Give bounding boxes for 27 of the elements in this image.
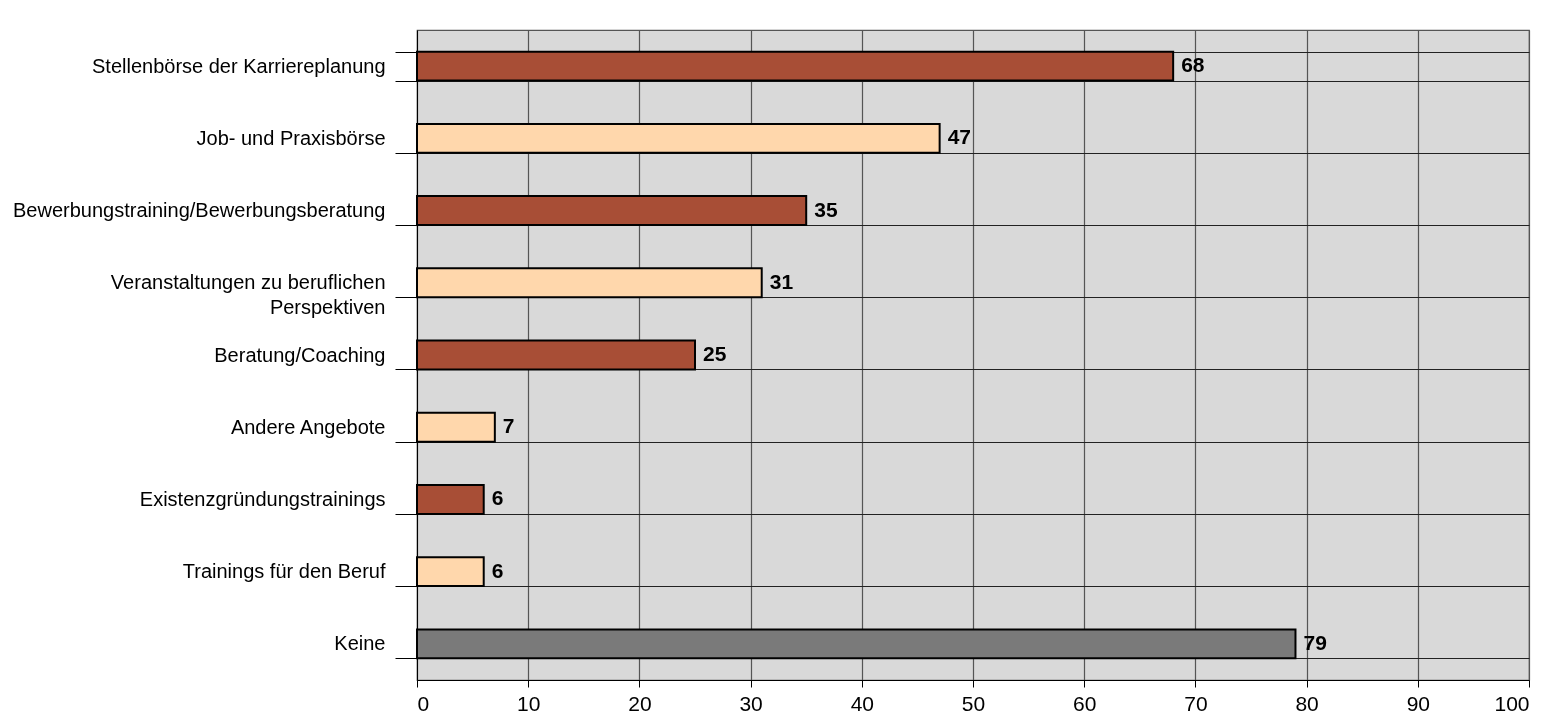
y-tick-label: Keine	[334, 632, 386, 655]
y-tick-label: Stellenbörse der Karriereplanung	[91, 54, 386, 77]
x-tick-label: 40	[850, 691, 874, 715]
data-label: 25	[703, 342, 727, 365]
data-label: 35	[814, 197, 838, 221]
data-label: 31	[769, 269, 794, 293]
x-tick-label: 20	[628, 691, 652, 715]
x-tick-label: 80	[1295, 691, 1319, 715]
x-tick-label: 70	[1184, 691, 1208, 715]
data-label: 7	[502, 414, 515, 438]
x-tick-label: 30	[739, 691, 763, 715]
x-tick-label: 100	[1494, 691, 1530, 715]
y-tick-label: Andere Angebote	[230, 415, 386, 438]
y-tick-label: Job- und Praxisbörse	[196, 126, 386, 149]
y-tick-label: Existenzgründungstrainings	[139, 487, 386, 510]
data-label: 6	[491, 558, 504, 582]
x-tick-label: 90	[1406, 691, 1430, 715]
y-tick-label: Bewerbungstraining/Bewerbungsberatung	[13, 199, 386, 222]
x-tick-label: 0	[417, 691, 430, 715]
x-tick-label: 10	[517, 691, 541, 715]
y-tick-label: Trainings für den Beruf	[182, 560, 386, 583]
data-label: 6	[491, 486, 504, 510]
x-tick-label: 60	[1073, 691, 1097, 715]
x-tick-label: 50	[961, 691, 986, 715]
y-tick-label: Veranstaltungen zu beruflichen Perspektiven	[110, 271, 386, 319]
data-label: 47	[947, 125, 971, 149]
y-tick-label: Beratung/Coaching	[214, 343, 386, 366]
